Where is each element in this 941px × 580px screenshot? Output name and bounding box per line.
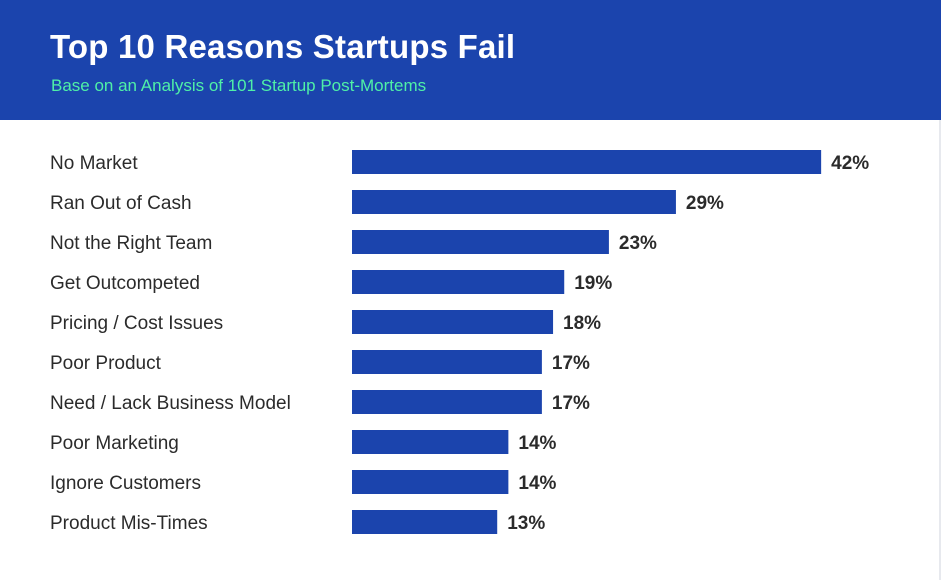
category-label: Ignore Customers [50, 473, 201, 494]
bar [352, 470, 508, 494]
bar [352, 310, 553, 334]
value-label: 14% [518, 473, 556, 494]
value-label: 18% [563, 313, 601, 334]
value-label: 42% [831, 153, 869, 174]
value-label: 23% [619, 233, 657, 254]
bar [352, 190, 676, 214]
value-label: 13% [507, 513, 545, 534]
bar [352, 390, 542, 414]
category-label: Get Outcompeted [50, 273, 200, 294]
bar [352, 430, 508, 454]
category-label: Not the Right Team [50, 233, 212, 254]
category-label: Ran Out of Cash [50, 193, 192, 214]
category-label: Product Mis-Times [50, 513, 208, 534]
bar [352, 510, 497, 534]
category-label: Poor Product [50, 353, 162, 374]
category-label: Poor Marketing [50, 433, 179, 454]
value-label: 14% [518, 433, 556, 454]
value-label: 17% [552, 353, 590, 374]
value-label: 29% [686, 193, 724, 214]
chart-subtitle: Base on an Analysis of 101 Startup Post-… [51, 76, 426, 96]
category-label: Need / Lack Business Model [50, 393, 291, 414]
bar [352, 150, 821, 174]
chart-title: Top 10 Reasons Startups Fail [50, 28, 515, 66]
bar [352, 270, 564, 294]
category-label: No Market [50, 153, 138, 174]
bar [352, 230, 609, 254]
header-banner: Top 10 Reasons Startups Fail Base on an … [0, 0, 941, 120]
value-label: 17% [552, 393, 590, 414]
category-label: Pricing / Cost Issues [50, 313, 223, 334]
value-label: 19% [574, 273, 612, 294]
bar [352, 350, 542, 374]
bar-chart: No Market 42% Ran Out of Cash 29% Not the Ri… [0, 120, 941, 580]
